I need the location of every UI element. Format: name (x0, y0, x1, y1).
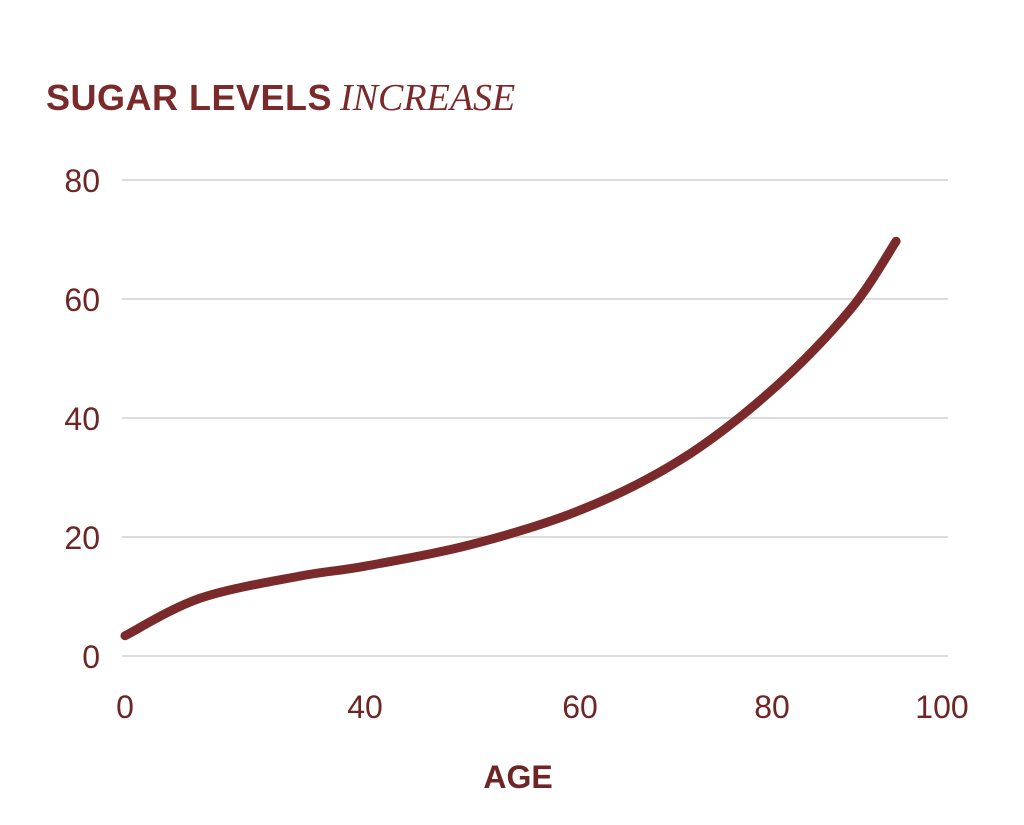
x-tick-label: 0 (116, 689, 134, 725)
title-emphasis: INCREASE (340, 77, 516, 119)
x-axis-ticks: 0 40 60 80 100 (116, 689, 969, 725)
y-tick-label: 0 (82, 639, 100, 675)
x-tick-label: 80 (754, 689, 790, 725)
x-tick-label: 60 (562, 689, 598, 725)
chart-title: SUGAR LEVELS INCREASE (46, 76, 515, 120)
x-axis-label: AGE (483, 759, 552, 795)
series-line (120, 236, 901, 641)
y-tick-label: 40 (64, 401, 100, 437)
x-tick-label: 100 (915, 689, 968, 725)
x-tick-label: 40 (347, 689, 383, 725)
y-tick-label: 20 (64, 520, 100, 556)
y-tick-label: 60 (64, 282, 100, 318)
title-main: SUGAR LEVELS (46, 77, 333, 118)
y-axis-ticks: 0 20 40 60 80 (64, 163, 100, 675)
y-tick-label: 80 (64, 163, 100, 199)
gridlines (122, 179, 948, 657)
